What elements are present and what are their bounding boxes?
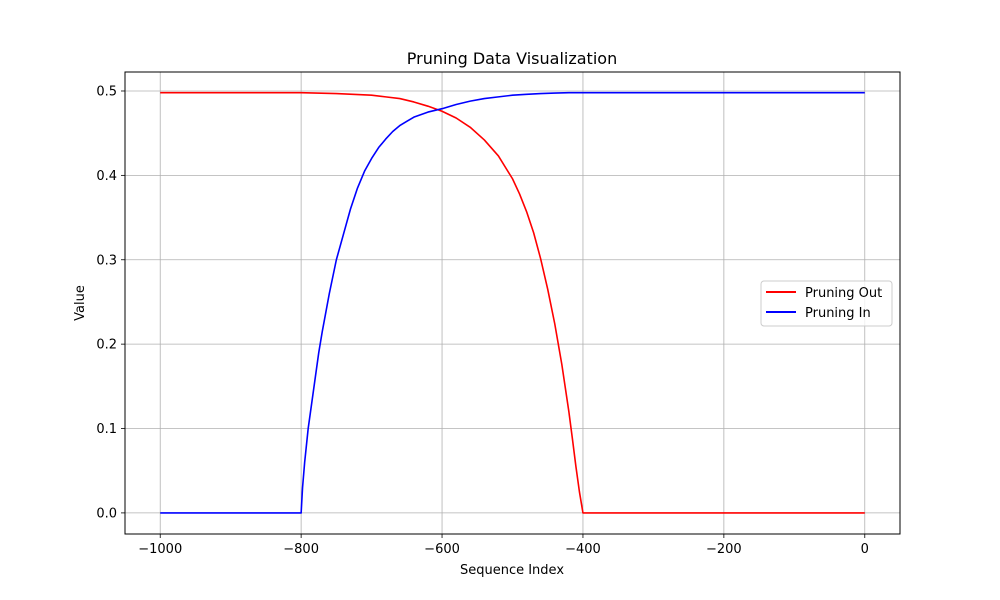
x-tick-label: −1000: [138, 542, 182, 557]
legend-label-pruning-in: Pruning In: [805, 306, 871, 321]
x-tick-label: −400: [565, 542, 601, 557]
series-line-pruning-in: [160, 91, 865, 514]
x-tick-label: −800: [283, 542, 319, 557]
series-lines: [160, 91, 865, 514]
y-tick-label: 0.5: [96, 84, 117, 99]
x-tick-label: −200: [706, 542, 742, 557]
chart-title: Pruning Data Visualization: [407, 49, 617, 68]
legend-label-pruning-out: Pruning Out: [805, 286, 882, 301]
x-axis-label: Sequence Index: [460, 563, 564, 578]
y-tick-label: 0.4: [96, 169, 117, 184]
plot-area-frame: [124, 71, 901, 535]
series-line-pruning-out: [160, 91, 865, 514]
x-axis-ticks: −1000 −800 −600 −400 −200 0: [138, 534, 869, 557]
x-tick-label: 0: [861, 542, 869, 557]
y-axis-label: Value: [73, 285, 88, 321]
y-tick-label: 0.3: [96, 253, 117, 268]
x-tick-label: −600: [424, 542, 460, 557]
legend: Pruning Out Pruning In: [760, 280, 893, 327]
y-axis-ticks: 0.0 0.1 0.2 0.3 0.4 0.5: [96, 84, 125, 521]
y-tick-label: 0.1: [96, 422, 117, 437]
y-tick-label: 0.2: [96, 338, 117, 353]
y-tick-label: 0.0: [96, 506, 117, 521]
